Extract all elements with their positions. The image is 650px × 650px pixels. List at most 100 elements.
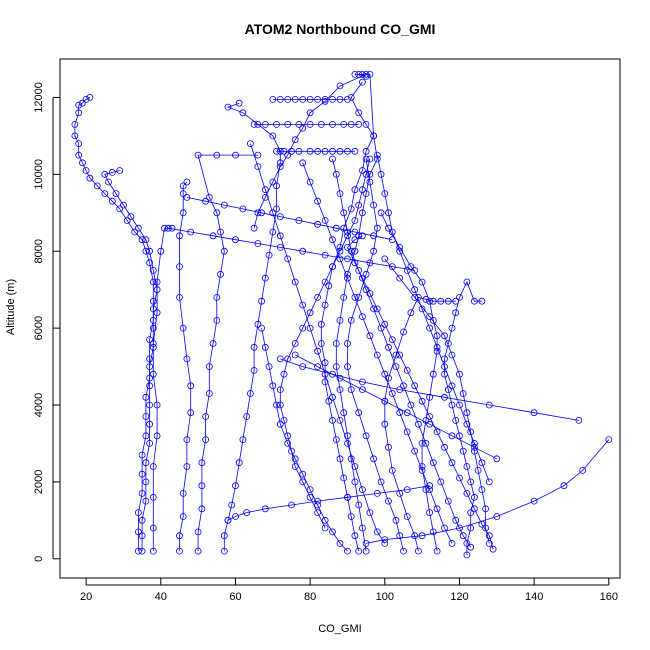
data-point xyxy=(332,340,340,347)
data-point xyxy=(194,528,202,536)
data-point xyxy=(366,332,374,340)
data-point xyxy=(560,482,568,490)
data-point xyxy=(392,516,400,524)
data-point xyxy=(411,266,419,274)
data-point xyxy=(142,497,150,505)
data-point xyxy=(209,232,217,240)
data-point xyxy=(351,463,359,470)
data-point xyxy=(261,193,269,201)
data-point xyxy=(288,501,295,509)
data-point xyxy=(273,121,280,128)
data-point xyxy=(239,109,247,117)
data-point xyxy=(370,132,378,140)
data-point xyxy=(336,455,344,463)
data-point xyxy=(321,301,329,309)
data-point xyxy=(198,505,206,513)
data-point xyxy=(444,386,452,394)
data-point xyxy=(351,71,359,78)
data-point xyxy=(321,359,329,367)
data-point xyxy=(205,193,213,201)
data-point xyxy=(295,147,303,155)
data-point xyxy=(344,274,351,282)
data-point xyxy=(347,94,355,101)
data-point xyxy=(429,316,437,324)
data-point xyxy=(362,547,370,555)
data-point xyxy=(306,309,314,317)
data-point xyxy=(299,301,307,309)
data-point xyxy=(235,99,243,107)
data-point xyxy=(179,182,187,190)
data-point xyxy=(138,532,146,540)
data-point xyxy=(403,409,411,417)
data-point xyxy=(355,266,363,274)
data-point xyxy=(202,197,210,205)
data-point xyxy=(306,96,314,103)
data-point xyxy=(101,170,109,178)
data-point xyxy=(232,151,239,159)
data-point xyxy=(146,382,154,390)
data-point xyxy=(355,547,363,555)
data-point xyxy=(269,209,277,217)
profile-series xyxy=(299,159,456,547)
data-point xyxy=(273,182,280,190)
data-point xyxy=(314,509,322,516)
data-point xyxy=(134,224,142,232)
data-point xyxy=(105,178,112,186)
data-point xyxy=(321,96,329,103)
data-point xyxy=(366,290,374,297)
data-point xyxy=(86,174,94,182)
data-point xyxy=(414,420,422,428)
data-point xyxy=(314,147,322,155)
data-point xyxy=(579,466,587,474)
y-axis-label: Altitude (m) xyxy=(5,279,17,335)
data-point xyxy=(86,94,94,101)
data-point xyxy=(276,243,284,251)
y-tick-label: 10000 xyxy=(33,159,45,190)
data-point xyxy=(452,516,460,524)
data-point xyxy=(396,386,404,394)
data-point xyxy=(344,340,351,347)
data-point xyxy=(224,103,232,111)
y-tick-label: 0 xyxy=(33,556,45,562)
data-point xyxy=(321,524,329,532)
data-point xyxy=(336,316,344,324)
data-point xyxy=(291,136,299,144)
data-point xyxy=(179,489,187,497)
data-point xyxy=(176,263,183,271)
data-point xyxy=(485,478,493,486)
y-tick-label: 8000 xyxy=(33,239,45,263)
x-tick-label: 120 xyxy=(450,591,468,603)
data-point xyxy=(314,293,322,301)
data-point xyxy=(276,386,284,394)
data-point xyxy=(358,167,366,174)
data-point xyxy=(362,432,370,440)
data-point xyxy=(377,170,385,178)
data-point xyxy=(142,432,150,440)
data-point xyxy=(392,351,400,359)
data-point xyxy=(456,432,463,440)
data-point xyxy=(441,443,448,451)
data-point xyxy=(220,532,228,540)
data-point xyxy=(194,151,202,159)
data-point xyxy=(336,190,344,198)
x-tick-label: 40 xyxy=(155,591,167,603)
data-point xyxy=(426,486,434,494)
data-point xyxy=(362,190,370,198)
data-point xyxy=(273,147,280,155)
data-point xyxy=(373,305,381,313)
data-point xyxy=(284,355,292,363)
data-point xyxy=(243,413,251,420)
data-point xyxy=(396,409,404,417)
data-point xyxy=(426,393,434,401)
data-point xyxy=(194,547,202,555)
data-point xyxy=(276,401,284,409)
data-point xyxy=(134,509,142,516)
data-point xyxy=(456,370,463,378)
data-point xyxy=(291,278,299,286)
data-point xyxy=(407,309,415,317)
data-point xyxy=(164,224,172,232)
data-point xyxy=(235,459,243,467)
data-point xyxy=(198,459,206,467)
data-point xyxy=(347,205,355,213)
data-point xyxy=(246,140,254,148)
